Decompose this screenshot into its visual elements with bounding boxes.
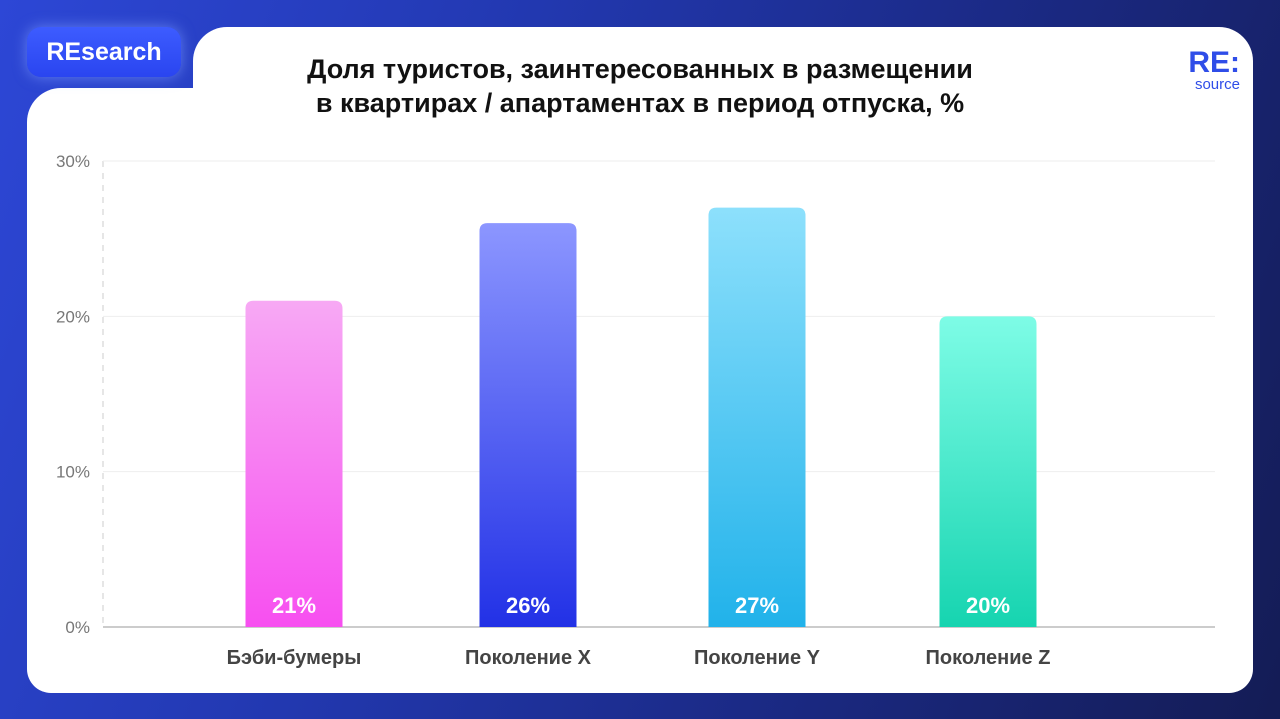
x-tick-label: Поколение Y <box>694 647 821 669</box>
logo-main: RE: <box>1188 46 1240 79</box>
research-badge: REsearch <box>27 27 181 77</box>
chart-title: Доля туристов, заинтересованных в размещ… <box>190 52 1090 120</box>
data-label: 21% <box>272 593 316 618</box>
bar <box>245 300 343 627</box>
data-label: 20% <box>966 593 1010 618</box>
bar <box>479 223 577 627</box>
resource-logo: RE: source <box>1160 46 1240 93</box>
data-label: 26% <box>506 593 550 618</box>
card-background <box>27 88 1253 693</box>
bar <box>939 316 1037 627</box>
data-label: 27% <box>735 593 779 618</box>
x-tick-label: Поколение X <box>465 647 592 669</box>
logo-sub: source <box>1194 76 1240 93</box>
y-tick-label: 30% <box>56 152 90 171</box>
y-tick-label: 0% <box>65 618 90 637</box>
title-line-2: в квартирах / апартаментах в период отпу… <box>315 88 965 118</box>
y-tick-label: 20% <box>56 307 90 326</box>
title-line-1: Доля туристов, заинтересованных в размещ… <box>307 54 973 84</box>
bar <box>708 207 806 627</box>
x-tick-label: Бэби-бумеры <box>227 647 362 669</box>
y-tick-label: 10% <box>56 463 90 482</box>
x-tick-label: Поколение Z <box>926 647 1051 669</box>
